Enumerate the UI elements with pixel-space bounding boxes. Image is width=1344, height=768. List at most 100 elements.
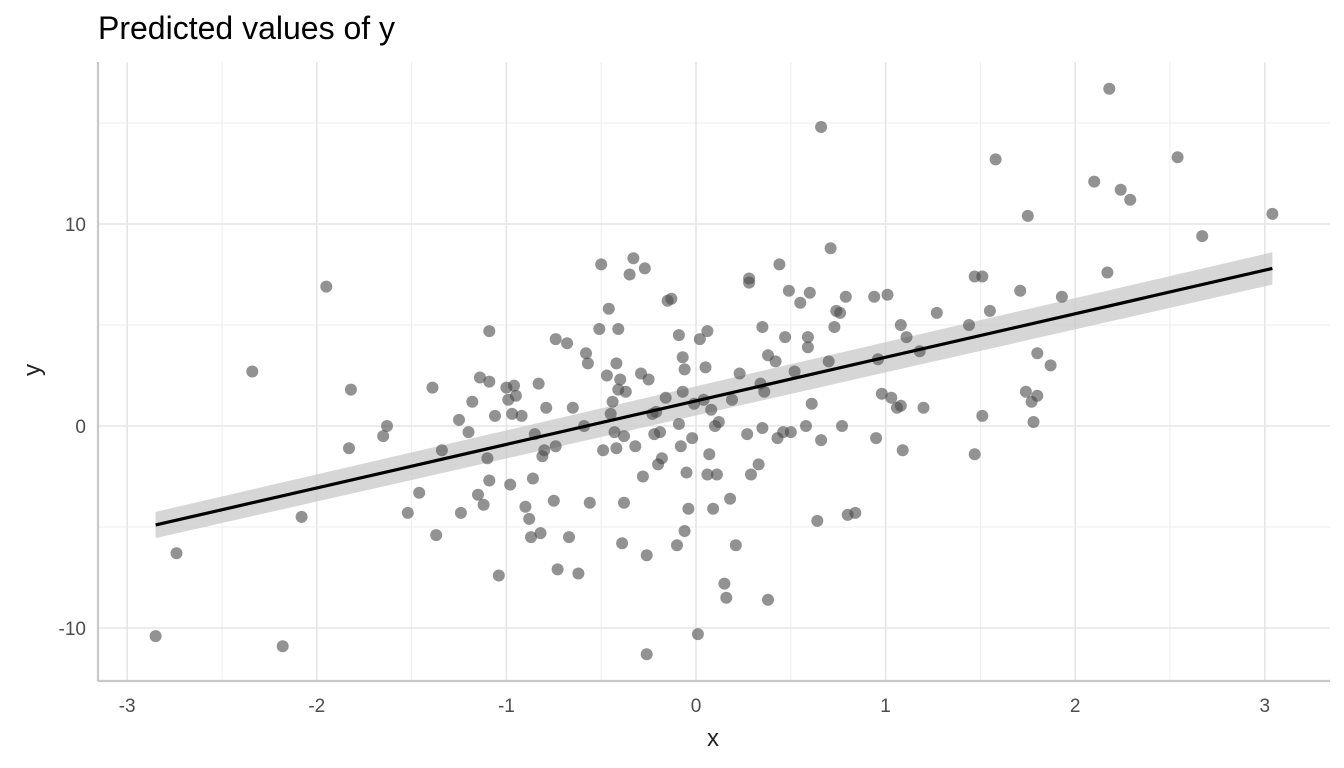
data-point — [983, 304, 996, 317]
data-point — [654, 426, 666, 439]
data-point — [614, 373, 627, 386]
data-point — [676, 385, 689, 398]
x-tick-label: 0 — [691, 696, 702, 717]
x-tick-label: 2 — [1070, 696, 1081, 717]
y-tick-label: 0 — [75, 417, 86, 438]
data-point — [623, 268, 636, 281]
data-point — [743, 272, 756, 285]
data-point — [989, 153, 1002, 166]
data-point — [849, 506, 862, 519]
data-point — [718, 577, 731, 590]
data-point — [672, 329, 685, 342]
data-point — [828, 321, 841, 333]
data-point — [712, 416, 725, 428]
data-point — [788, 365, 801, 378]
data-point — [655, 452, 668, 465]
data-point — [699, 361, 712, 374]
data-point — [523, 512, 536, 525]
data-point — [805, 397, 818, 410]
data-point — [561, 337, 574, 350]
x-tick-label: -3 — [119, 696, 136, 717]
data-point — [693, 333, 706, 346]
data-point — [532, 377, 545, 390]
data-point — [815, 121, 828, 133]
y-tick-label: -10 — [59, 619, 86, 640]
data-point — [519, 500, 532, 513]
data-point — [472, 488, 484, 501]
data-point — [794, 296, 807, 309]
data-point — [756, 321, 769, 333]
data-point — [672, 418, 685, 430]
data-point — [344, 383, 357, 396]
data-point — [803, 286, 816, 299]
data-point — [549, 333, 562, 346]
data-point — [703, 448, 716, 461]
x-tick-labels: -3 -2 -1 0 1 2 3 — [119, 696, 1270, 717]
data-point — [563, 531, 575, 544]
data-point — [481, 452, 494, 465]
data-point — [752, 458, 765, 471]
data-point — [343, 442, 355, 455]
data-point — [602, 302, 615, 315]
data-point — [671, 539, 683, 552]
data-point — [720, 591, 733, 604]
data-point — [815, 434, 828, 447]
regression-line — [155, 266, 1273, 527]
data-point — [572, 567, 585, 580]
data-point — [801, 331, 814, 344]
data-point — [504, 478, 517, 491]
data-point — [930, 306, 943, 319]
data-point — [526, 472, 539, 485]
data-point — [705, 403, 718, 416]
data-point — [811, 514, 824, 527]
data-point — [782, 284, 795, 297]
data-point — [508, 379, 520, 392]
data-point — [642, 373, 655, 386]
data-point — [894, 399, 907, 412]
data-point — [745, 468, 757, 481]
data-point — [593, 323, 606, 335]
data-point — [733, 367, 746, 380]
data-point — [834, 306, 847, 319]
data-point — [413, 486, 426, 499]
data-point — [1031, 347, 1044, 360]
data-point — [377, 430, 390, 443]
data-point — [701, 325, 714, 338]
data-point — [600, 369, 613, 382]
data-point — [629, 440, 642, 453]
data-point — [435, 444, 448, 457]
data-point — [320, 280, 333, 293]
major-gridlines — [98, 62, 1330, 681]
data-points-layer — [149, 82, 1279, 661]
data-point — [454, 506, 467, 519]
data-point — [462, 426, 475, 439]
data-point — [1114, 183, 1127, 196]
chart-title: Predicted values of y — [98, 10, 395, 46]
y-tick-label: 10 — [65, 215, 86, 236]
data-point — [1196, 230, 1209, 243]
data-point — [896, 444, 909, 457]
data-point — [1101, 266, 1114, 279]
data-point — [640, 549, 653, 562]
data-point — [540, 401, 553, 414]
data-point — [870, 432, 883, 445]
data-point — [756, 422, 769, 434]
data-point — [875, 387, 888, 400]
data-point — [534, 527, 547, 540]
data-point — [616, 537, 629, 550]
data-point — [917, 401, 930, 414]
data-point — [640, 648, 653, 661]
data-point — [885, 391, 898, 404]
data-point — [676, 351, 689, 364]
data-point — [701, 468, 714, 481]
data-point — [466, 395, 479, 408]
data-point — [1027, 416, 1040, 428]
data-point — [881, 288, 894, 301]
data-point — [549, 440, 562, 453]
data-point — [800, 420, 812, 432]
data-point — [686, 432, 699, 445]
x-axis-title: x — [707, 725, 719, 752]
data-point — [583, 496, 596, 509]
data-point — [506, 407, 519, 420]
